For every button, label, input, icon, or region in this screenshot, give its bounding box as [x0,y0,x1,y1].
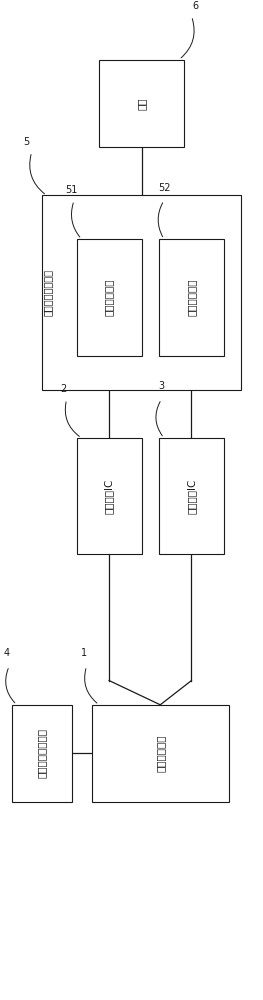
FancyBboxPatch shape [159,438,224,554]
Text: 第二检测电阻: 第二检测电阻 [186,279,196,316]
Text: 6: 6 [193,1,199,11]
FancyBboxPatch shape [159,239,224,356]
Text: 1: 1 [81,648,87,658]
FancyBboxPatch shape [12,705,72,802]
FancyBboxPatch shape [99,60,184,147]
Text: 第一检测电阻: 第一检测电阻 [104,279,114,316]
Text: 4: 4 [4,648,10,658]
Text: 电池: 电池 [136,97,146,110]
Text: 2: 2 [60,384,66,394]
FancyBboxPatch shape [77,239,141,356]
Text: 充电控制电路: 充电控制电路 [155,735,165,772]
Text: 充电状态检测电路: 充电状态检测电路 [37,728,47,778]
FancyBboxPatch shape [42,195,241,390]
Text: 3: 3 [158,381,165,391]
Text: 51: 51 [65,185,78,195]
FancyBboxPatch shape [92,705,229,802]
FancyBboxPatch shape [77,438,141,554]
Text: 52: 52 [158,183,170,193]
Text: 充电电流检测电路: 充电电流检测电路 [43,269,53,316]
Text: 第一充电IC: 第一充电IC [104,479,114,514]
Text: 5: 5 [24,137,30,147]
Text: 第二充电IC: 第二充电IC [186,479,196,514]
